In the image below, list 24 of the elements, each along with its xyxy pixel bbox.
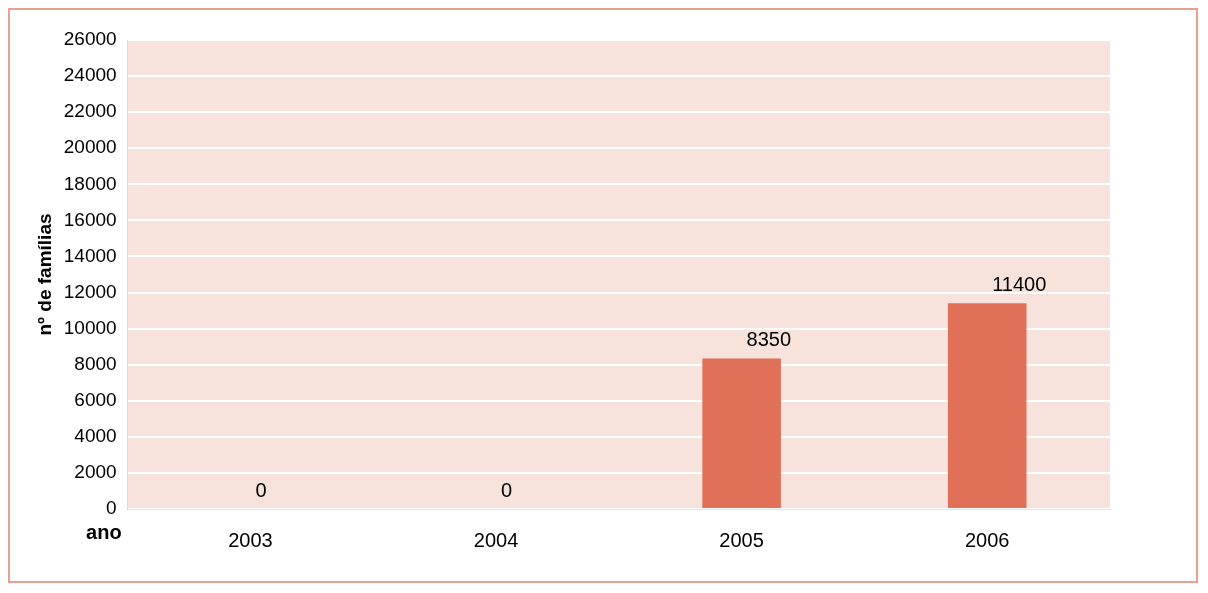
y-tick-label: 20000	[63, 136, 117, 158]
y-tick-label: 10000	[63, 316, 117, 338]
x-tick-label: 2006	[964, 528, 1010, 551]
y-tick-label: 4000	[74, 425, 117, 447]
y-tick-label: 8000	[74, 352, 117, 374]
x-tick-label: 2003	[228, 528, 273, 551]
data-label: 0	[255, 478, 267, 501]
x-tick-label: 2004	[473, 528, 519, 551]
y-tick-label: 22000	[63, 100, 117, 122]
y-tick-label: 2000	[74, 461, 117, 483]
x-tick-label: 2005	[719, 528, 764, 551]
y-tick-label: 24000	[63, 64, 117, 86]
y-tick-label: 12000	[63, 280, 117, 302]
data-label: 11400	[992, 272, 1047, 295]
x-axis-title: ano	[86, 520, 122, 543]
y-tick-label: 6000	[74, 389, 117, 410]
y-tick-label: 18000	[63, 172, 117, 194]
data-label: 0	[501, 478, 513, 501]
data-label: 8350	[746, 327, 792, 350]
y-tick-label: 0	[106, 497, 117, 519]
y-tick-label: 26000	[63, 28, 117, 50]
y-tick-label: 16000	[63, 208, 117, 230]
y-tick-label: 14000	[63, 244, 117, 266]
y-axis-title: nº de famílias	[33, 213, 55, 336]
